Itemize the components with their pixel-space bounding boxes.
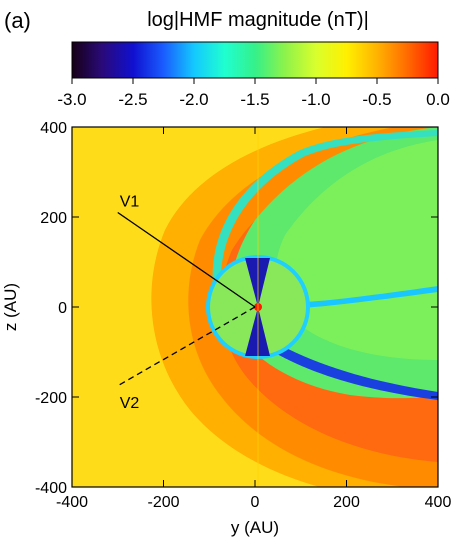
colorbar-tick-label: -1.5	[240, 90, 269, 109]
y-tick-label: 200	[40, 210, 67, 227]
colorbar	[71, 41, 439, 79]
colorbar-tick-label: -0.5	[362, 90, 391, 109]
colorbar-tick-label: -1.0	[301, 90, 330, 109]
x-tick-label: 0	[251, 494, 260, 511]
x-tick-label: -400	[56, 494, 88, 511]
y-tick-label: -400	[35, 480, 67, 497]
colorbar-tick-label: -2.0	[179, 90, 208, 109]
upper-cyan-streak	[212, 130, 438, 300]
panel-label: (a)	[4, 8, 31, 33]
x-axis-label: y (AU)	[231, 518, 279, 537]
lower-blue-band	[252, 330, 438, 400]
x-axis-ticks: -400 -200 0 200 400	[56, 127, 451, 511]
x-tick-label: 200	[333, 494, 360, 511]
colorbar-ticks: -3.0 -2.5 -2.0 -1.5 -1.0 -0.5 0.0	[57, 78, 450, 109]
trajectory-label-v1: V1	[120, 194, 140, 211]
trajectory-v1	[117, 211, 256, 308]
y-tick-label: -200	[35, 390, 67, 407]
trajectory-label-v2: V2	[120, 395, 140, 412]
heatmap-image	[72, 127, 438, 487]
y-tick-label: 400	[40, 120, 67, 137]
trajectory-v2	[117, 306, 256, 387]
y-axis-label: z (AU)	[1, 283, 20, 331]
colorbar-tick-label: 0.0	[426, 90, 450, 109]
trajectories: V1 V2	[117, 194, 256, 412]
chart-title: log|HMF magnitude (nT)|	[147, 9, 369, 31]
colorbar-tick-label: -3.0	[57, 90, 86, 109]
y-tick-label: 0	[58, 300, 67, 317]
y-axis-ticks: 400 200 0 -200 -400	[35, 120, 438, 497]
x-tick-label: 400	[425, 494, 452, 511]
x-tick-label: -200	[147, 494, 179, 511]
colorbar-tick-label: -2.5	[118, 90, 147, 109]
